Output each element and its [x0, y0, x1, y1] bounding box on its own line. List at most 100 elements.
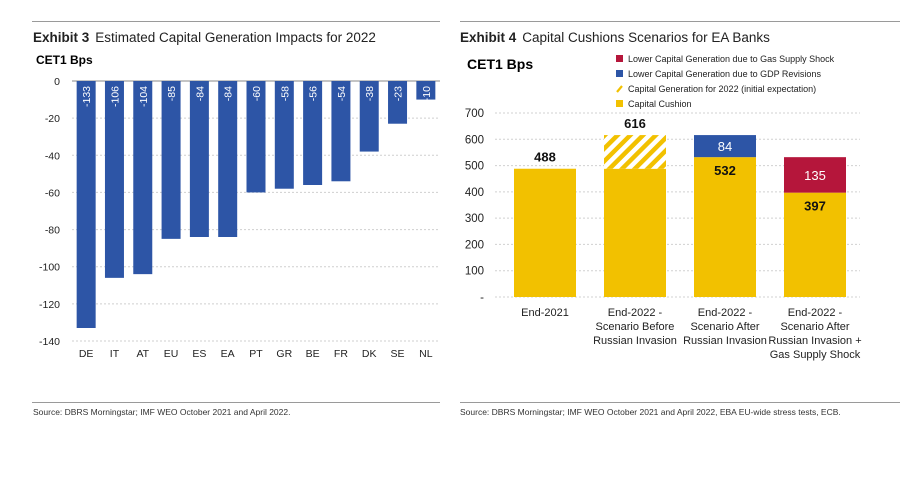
exhibit3-ytick: -60 [45, 187, 60, 199]
exhibit3-bar [218, 81, 238, 237]
exhibit4-xtick: End-2022 - [608, 307, 663, 319]
exhibit4-ytick: 500 [465, 161, 484, 173]
exhibit3-bar [331, 81, 351, 182]
exhibit3-ytick: -40 [45, 150, 60, 162]
exhibit4-bar-segment [604, 135, 666, 169]
exhibit4-xtick: Russian Invasion + [768, 335, 861, 347]
exhibit3-data-label: -106 [109, 86, 121, 107]
exhibit3-source: Source: DBRS Morningstar; IMF WEO Octobe… [33, 407, 291, 417]
exhibit3-data-label: -60 [251, 86, 263, 101]
exhibit3-label: Exhibit 3 [33, 30, 90, 45]
exhibit3-xtick: SE [391, 348, 405, 360]
exhibit3-ytick: -120 [39, 299, 60, 311]
legend-label: Lower Capital Generation due to GDP Revi… [628, 69, 821, 79]
legend-label: Capital Generation for 2022 (initial exp… [628, 84, 816, 94]
exhibit4-title: Exhibit 4 Capital Cushions Scenarios for … [460, 30, 770, 45]
exhibit4-chart: CET1 Bps Lower Capital Generation due to … [465, 54, 862, 361]
legend-label: Capital Cushion [628, 99, 692, 109]
exhibit3-data-label: -84 [194, 86, 206, 101]
exhibit3-ytick: -100 [39, 262, 60, 274]
legend-swatch [616, 70, 623, 77]
exhibit4-xtick: End-2022 - [698, 307, 753, 319]
exhibit4-ytick: 400 [465, 187, 484, 199]
exhibit4-xtick: Russian Invasion [593, 335, 677, 347]
exhibit3-bar [133, 81, 153, 275]
exhibit4-title-text: Capital Cushions Scenarios for EA Banks [522, 30, 770, 45]
exhibit4-ytick: 200 [465, 239, 484, 251]
exhibit3-data-label: -38 [364, 86, 376, 101]
exhibit3-xtick: FR [334, 348, 348, 360]
exhibit4-label: Exhibit 4 [460, 30, 517, 45]
exhibit4-ytick: - [480, 292, 484, 304]
exhibit3-ytick: -80 [45, 225, 60, 237]
exhibit4-bar-segment [784, 192, 846, 297]
legend-label: Lower Capital Generation due to Gas Supp… [628, 54, 835, 64]
exhibit4-source: Source: DBRS Morningstar; IMF WEO Octobe… [460, 407, 841, 417]
exhibit3-bar [388, 81, 408, 124]
exhibit3-bar [189, 81, 209, 237]
exhibit3-ytick: -140 [39, 336, 60, 348]
exhibit4-bar-segment [514, 168, 576, 297]
exhibit3-xtick: BE [306, 348, 320, 360]
legend-swatch-hatch [616, 85, 623, 93]
exhibit4-xtick: End-2021 [521, 307, 569, 319]
top-rule-left [32, 21, 440, 22]
exhibit3-data-label: -54 [336, 86, 348, 101]
exhibit3-data-label: -56 [308, 86, 320, 101]
exhibit4-ytick: 700 [465, 108, 484, 120]
exhibit3-xtick: EA [221, 348, 235, 360]
exhibit4-xtick: Gas Supply Shock [770, 349, 861, 361]
exhibit3-title-text: Estimated Capital Generation Impacts for… [95, 30, 376, 45]
bottom-rule-right [460, 402, 900, 403]
exhibit4-ytick: 600 [465, 134, 484, 146]
exhibit3-data-label: -10 [421, 86, 433, 101]
exhibit3-bar [274, 81, 294, 189]
exhibit3-xtick: GR [276, 348, 292, 360]
exhibit4-bar-segment [604, 168, 666, 297]
exhibit4-xtick: Scenario After [690, 321, 759, 333]
exhibit3-bar [246, 81, 266, 193]
exhibit4-bar-segment [784, 157, 846, 193]
exhibit3-title: Exhibit 3 Estimated Capital Generation Im… [33, 30, 376, 45]
exhibit3-bar [104, 81, 124, 278]
exhibit4-data-label: 532 [714, 163, 736, 178]
exhibit4-bar-segment [694, 157, 756, 297]
exhibit4-xtick: Russian Invasion [683, 335, 767, 347]
bottom-rule-left [32, 402, 440, 403]
exhibit3-xtick: AT [136, 348, 149, 360]
exhibit4-xtick: Scenario After [780, 321, 849, 333]
exhibit3-bar [416, 81, 436, 100]
exhibit3-bar [359, 81, 379, 152]
exhibit3-xtick: DE [79, 348, 94, 360]
exhibit3-xtick: PT [249, 348, 263, 360]
exhibit4-xtick: End-2022 - [788, 307, 843, 319]
exhibit4-bar-segment [694, 135, 756, 158]
exhibit3-ylabel: CET1 Bps [36, 53, 93, 67]
legend-swatch [616, 55, 623, 62]
exhibit4-data-label: 84 [718, 139, 732, 154]
exhibit3-ytick: -20 [45, 113, 60, 125]
exhibit3-bar [161, 81, 181, 239]
exhibit3-data-label: -23 [393, 86, 405, 101]
exhibit4-data-label: 616 [624, 116, 646, 131]
exhibit3-data-label: -133 [81, 86, 93, 107]
exhibit3-bar [76, 81, 96, 328]
exhibit3-xtick: EU [164, 348, 179, 360]
exhibit4-data-label: 397 [804, 199, 826, 214]
exhibit3-data-label: -85 [166, 86, 178, 101]
exhibit3-data-label: -84 [223, 86, 235, 101]
legend-swatch [616, 100, 623, 107]
top-rule-right [460, 21, 900, 22]
exhibit3-chart: CET1 Bps 0 -20 -40 -60 -80 -100 -120 -140 -133 DE -… [36, 53, 440, 360]
exhibit3-data-label: -104 [138, 86, 150, 107]
exhibit3-xtick: DK [362, 348, 377, 360]
exhibit3-xtick: IT [110, 348, 120, 360]
exhibit4-ylabel: CET1 Bps [467, 56, 533, 72]
exhibit4-xtick: Scenario Before [596, 321, 675, 333]
exhibit3-data-label: -58 [279, 86, 291, 101]
exhibit4-ytick: 100 [465, 266, 484, 278]
exhibit4-ytick: 300 [465, 213, 484, 225]
exhibit3-xtick: NL [419, 348, 433, 360]
exhibit4-data-label: 135 [804, 168, 826, 183]
exhibit3-ytick: 0 [54, 76, 60, 88]
